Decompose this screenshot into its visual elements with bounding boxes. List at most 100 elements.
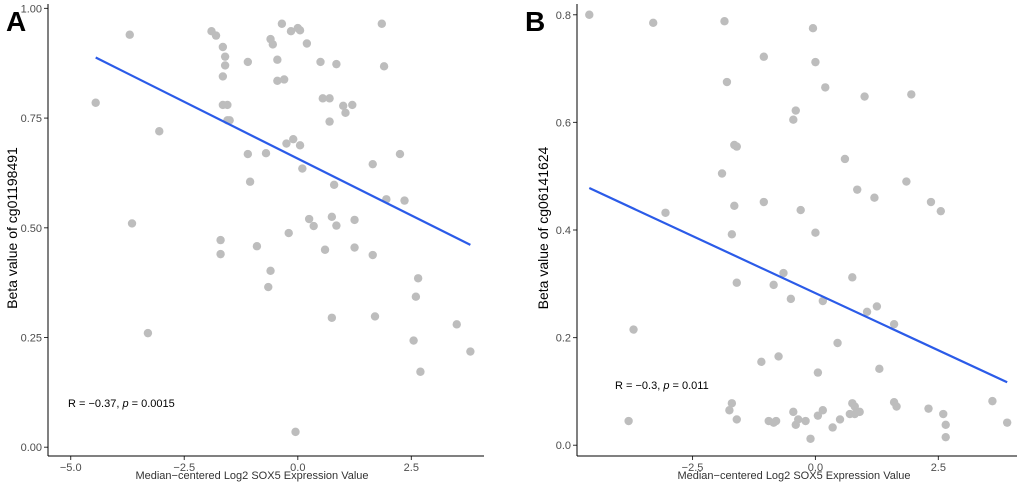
panel-b-data-point xyxy=(759,52,769,61)
panel-b-data-point xyxy=(789,407,798,417)
panel-b-data-point xyxy=(833,338,842,348)
panel-a-x-axis-title: Median−centered Log2 SOX5 Expression Val… xyxy=(135,470,368,482)
panel-a-data-point xyxy=(218,100,228,110)
panel-a-data-point xyxy=(350,215,359,225)
panel-b-x-tick-label: 0.0 xyxy=(808,462,823,474)
panel-b-data-point xyxy=(848,273,857,282)
panel-b-data-point xyxy=(835,415,845,424)
panel-b-stat-p-value: = 0.011 xyxy=(669,380,708,392)
panel-b-data-point xyxy=(870,193,879,202)
panel-b-data-point xyxy=(872,302,882,311)
panel-a-data-point xyxy=(368,159,377,169)
panel-b-data-point xyxy=(860,92,869,101)
panel-b-y-tick-label: 0.6 xyxy=(556,117,571,129)
panel-b-data-point xyxy=(941,420,950,429)
panel-b-data-point xyxy=(789,115,798,124)
panel-a-stat-r-part: R = −0.37, xyxy=(68,398,122,410)
panel-a-data-point xyxy=(304,214,314,224)
panel-a-data-point xyxy=(91,98,100,107)
panel-b-data-point xyxy=(818,296,828,306)
panel-b-data-point xyxy=(732,142,741,151)
panel-b-data-point xyxy=(850,402,859,411)
panel-a-data-point xyxy=(379,62,389,71)
panel-a-data-point xyxy=(284,228,293,238)
panel-a-data-point xyxy=(318,94,327,103)
panel-a-data-point xyxy=(332,221,341,230)
panel-a-data-point xyxy=(218,72,228,81)
panel-b-data-point xyxy=(661,208,670,217)
panel-b-data-point xyxy=(892,402,901,411)
panel-b-x-tick-label: 2.5 xyxy=(931,462,946,474)
panel-b-data-point xyxy=(811,228,820,237)
panel-b-data-point xyxy=(727,399,737,408)
panel-b-data-point xyxy=(796,205,805,215)
panel-a-data-point xyxy=(273,76,282,85)
panel-b-data-point xyxy=(732,278,741,287)
panel-b-data-point xyxy=(791,420,800,429)
panel-b-y-tick-label: 0.2 xyxy=(556,333,571,345)
panel-a-data-point xyxy=(264,282,273,292)
panel-a-data-point xyxy=(409,336,418,345)
panel-a-data-point xyxy=(289,134,298,144)
panel-b-label: B xyxy=(525,6,545,37)
panel-b-data-point xyxy=(941,432,950,442)
panel-a-data-point xyxy=(320,245,330,254)
panel-b-x-axis-title: Median−centered Log2 SOX5 Expression Val… xyxy=(677,470,910,482)
panel-a-data-point xyxy=(325,94,334,103)
panel-a-data-point xyxy=(266,266,275,276)
panel-b-correlation-annotation: R = −0.3, p = 0.011 xyxy=(615,380,709,392)
panel-b-y-tick-label: 0.8 xyxy=(556,10,571,22)
panel-b-data-point xyxy=(818,406,828,415)
panel-b-data-point xyxy=(774,352,783,361)
panel-b-data-point xyxy=(725,406,734,415)
panel-b-data-point xyxy=(806,434,815,443)
panel-a-x-tick-label: 2.5 xyxy=(404,462,419,474)
panel-a-data-point xyxy=(416,367,425,376)
panel-a-data-point xyxy=(400,196,409,205)
panel-a-data-point xyxy=(252,242,262,251)
panel-a-data-point xyxy=(395,149,405,159)
panel-b-data-point xyxy=(624,416,633,426)
panel-a-data-point xyxy=(295,141,305,150)
panel-a-data-point xyxy=(339,101,348,111)
panel-a-data-point xyxy=(216,249,225,259)
panel-b-data-point xyxy=(813,368,823,377)
panel-a-regression-line xyxy=(95,56,471,246)
panel-a-data-point xyxy=(261,149,271,158)
panel-a-correlation-annotation: R = −0.37, p = 0.0015 xyxy=(68,398,175,410)
panel-a-data-point xyxy=(327,313,337,322)
panel-b-stat-p-symbol: p xyxy=(662,380,669,392)
panel-b-data-point xyxy=(629,325,638,334)
panel-a-y-tick-label: 0.75 xyxy=(21,113,42,125)
panel-b-data-point xyxy=(730,201,739,210)
panel-a-y-tick-label: 0.00 xyxy=(21,442,42,454)
panel-b-data-point xyxy=(853,185,862,194)
panel-a-stat-p-symbol: p xyxy=(121,398,128,410)
panel-b-y-axis-title: Beta value of cg06141624 xyxy=(535,146,551,309)
panel-a-data-point xyxy=(211,31,221,40)
panel-a-data-point xyxy=(286,27,296,36)
panel-b-data-point xyxy=(862,307,872,316)
panel-b-data-point xyxy=(727,230,737,239)
panel-a-data-point xyxy=(268,40,278,49)
panel-a-data-point xyxy=(466,347,475,356)
panel-b: B Beta value of cg06141624 Median−center… xyxy=(525,4,1017,482)
panel-b-data-point xyxy=(828,423,837,432)
panel-a: A Beta value of cg01198491 Median−center… xyxy=(4,3,484,482)
panel-b-data-point xyxy=(649,18,658,28)
panel-b-data-point xyxy=(840,154,850,164)
panel-a-data-point xyxy=(452,320,461,329)
panel-b-data-point xyxy=(875,364,884,374)
panel-a-data-point xyxy=(377,19,387,28)
panel-b-data-point xyxy=(811,57,820,67)
panel-b-data-point xyxy=(720,17,729,26)
panel-a-data-point xyxy=(279,75,289,84)
panel-a-data-point xyxy=(332,59,341,69)
panel-b-data-point xyxy=(907,90,916,99)
panel-b-data-point xyxy=(771,416,781,426)
panel-a-data-point xyxy=(309,221,318,231)
panel-a-data-point xyxy=(273,55,282,64)
panel-b-data-point xyxy=(988,396,997,406)
panel-b-x-tick-label: −2.5 xyxy=(682,462,704,474)
panel-a-data-point xyxy=(155,127,164,136)
